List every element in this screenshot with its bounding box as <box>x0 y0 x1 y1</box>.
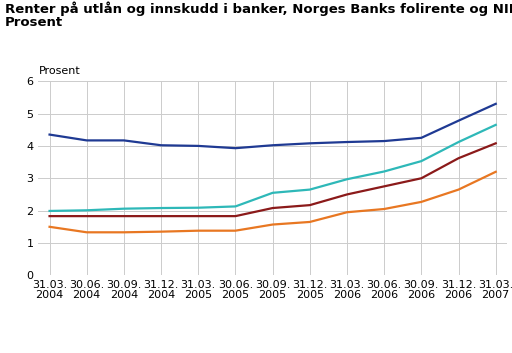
Foliorenten <box>83 214 90 218</box>
NIBOR-renten (3md. effektiv) <box>381 169 387 174</box>
Bankutlån i alt <box>232 146 239 150</box>
Text: Renter på utlån og innskudd i banker, Norges Banks folirente og NIBOR-renten.: Renter på utlån og innskudd i banker, No… <box>5 2 512 16</box>
Bankutlån i alt <box>83 138 90 143</box>
NIBOR-renten (3md. effektiv) <box>83 208 90 213</box>
Bankinnskudd i alt <box>381 207 387 211</box>
Bankinnskudd i alt <box>232 229 239 233</box>
Bankinnskudd i alt <box>307 220 313 224</box>
Bankutlån i alt <box>418 136 424 140</box>
Bankutlån i alt <box>121 138 127 143</box>
NIBOR-renten (3md. effektiv) <box>158 206 164 210</box>
Line: Bankutlån i alt: Bankutlån i alt <box>50 104 496 148</box>
Foliorenten <box>232 214 239 218</box>
Foliorenten <box>344 192 350 197</box>
Foliorenten <box>307 203 313 207</box>
Bankinnskudd i alt <box>195 229 201 233</box>
NIBOR-renten (3md. effektiv) <box>418 159 424 163</box>
NIBOR-renten (3md. effektiv) <box>121 207 127 211</box>
NIBOR-renten (3md. effektiv) <box>307 187 313 192</box>
Bankutlån i alt <box>158 143 164 148</box>
Bankutlån i alt <box>307 141 313 145</box>
Bankutlån i alt <box>456 119 462 123</box>
Bankutlån i alt <box>195 144 201 148</box>
Line: NIBOR-renten (3md. effektiv): NIBOR-renten (3md. effektiv) <box>50 125 496 211</box>
Bankutlån i alt <box>344 140 350 144</box>
Foliorenten <box>418 176 424 180</box>
Bankinnskudd i alt <box>121 230 127 234</box>
Bankinnskudd i alt <box>493 170 499 174</box>
Bankinnskudd i alt <box>344 210 350 214</box>
Bankinnskudd i alt <box>269 222 275 227</box>
Foliorenten <box>381 184 387 189</box>
NIBOR-renten (3md. effektiv) <box>493 123 499 127</box>
Foliorenten <box>47 214 53 218</box>
Bankinnskudd i alt <box>456 187 462 192</box>
NIBOR-renten (3md. effektiv) <box>344 177 350 181</box>
Text: Prosent: Prosent <box>5 16 63 29</box>
Bankutlån i alt <box>381 139 387 143</box>
NIBOR-renten (3md. effektiv) <box>456 140 462 144</box>
Bankinnskudd i alt <box>158 229 164 234</box>
NIBOR-renten (3md. effektiv) <box>195 205 201 210</box>
NIBOR-renten (3md. effektiv) <box>269 191 275 195</box>
Foliorenten <box>121 214 127 218</box>
NIBOR-renten (3md. effektiv) <box>47 209 53 213</box>
Line: Bankinnskudd i alt: Bankinnskudd i alt <box>50 172 496 232</box>
Foliorenten <box>456 156 462 160</box>
Bankinnskudd i alt <box>418 200 424 204</box>
Foliorenten <box>158 214 164 218</box>
Foliorenten <box>493 141 499 145</box>
Bankinnskudd i alt <box>47 225 53 229</box>
Bankutlån i alt <box>47 132 53 137</box>
Bankinnskudd i alt <box>83 230 90 234</box>
Foliorenten <box>269 206 275 210</box>
Line: Foliorenten: Foliorenten <box>50 143 496 216</box>
NIBOR-renten (3md. effektiv) <box>232 204 239 209</box>
Text: Prosent: Prosent <box>38 66 80 76</box>
Foliorenten <box>195 214 201 218</box>
Bankutlån i alt <box>269 143 275 148</box>
Legend: Bankutlån i alt, NIBOR-renten (3md. effektiv), Foliorenten, Bankinnskudd i alt: Bankutlån i alt, NIBOR-renten (3md. effe… <box>44 351 512 353</box>
Bankutlån i alt <box>493 102 499 106</box>
